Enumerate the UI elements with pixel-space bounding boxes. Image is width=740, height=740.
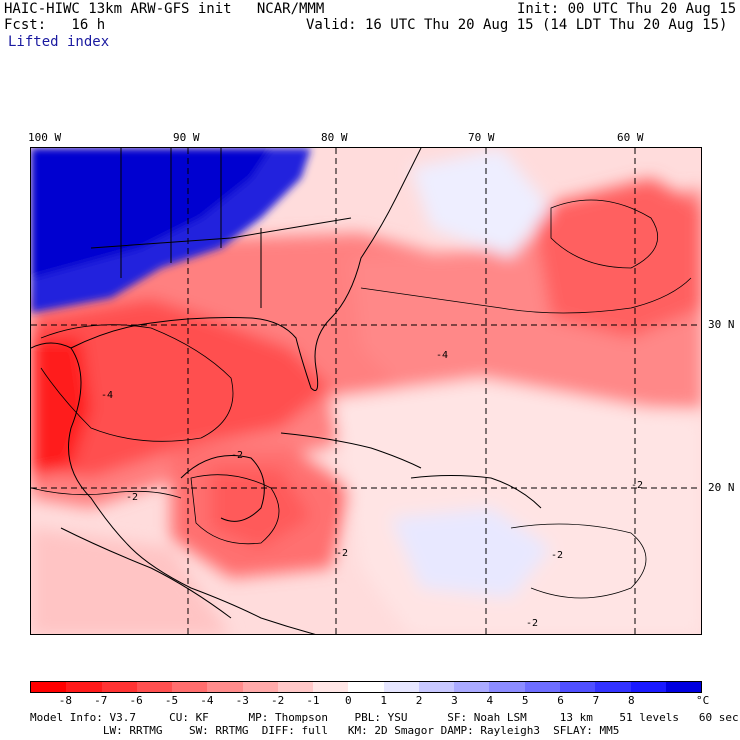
contour-label: -2 xyxy=(336,548,348,559)
color-scale-label: 7 xyxy=(592,694,600,707)
color-swatch xyxy=(630,682,666,692)
color-scale-label: 0 xyxy=(345,694,352,707)
forecast-hour: Fcst: 16 h xyxy=(4,17,106,33)
contour-label: -2 xyxy=(231,450,243,461)
color-swatch xyxy=(595,682,631,692)
model-info-line1: Model Info: V3.7 CU: KF MP: Thompson PBL… xyxy=(30,711,739,724)
offshore-stable-area xyxy=(411,148,551,258)
pacific-coast-area xyxy=(31,528,230,634)
color-swatch xyxy=(524,682,560,692)
color-swatch xyxy=(665,682,702,692)
color-scale-unit: °C xyxy=(696,694,710,707)
color-swatch xyxy=(418,682,455,692)
state-borders xyxy=(90,148,352,308)
contour-label: -2 xyxy=(526,618,538,629)
color-swatch xyxy=(66,682,102,692)
color-scale-label: 8 xyxy=(627,694,635,707)
field-name: Lifted index xyxy=(8,34,110,50)
yucatan-coast xyxy=(180,455,265,522)
contour-label: -4 xyxy=(101,390,113,401)
color-scale-label: -5 xyxy=(164,694,179,707)
us-gulf-atlantic-coast xyxy=(70,148,422,391)
color-swatch xyxy=(31,682,67,692)
contour-east-caribbean xyxy=(510,523,647,599)
color-swatch xyxy=(207,682,243,692)
contour-atlantic xyxy=(360,277,692,314)
color-swatch xyxy=(277,682,314,692)
lon-label-70w: 70 W xyxy=(468,131,495,144)
lat-label-30n: 30 N xyxy=(708,318,735,331)
lat-label-20n: 20 N xyxy=(708,481,735,494)
color-scale-label: -7 xyxy=(94,694,108,707)
color-swatch xyxy=(313,682,349,692)
contour-central-america xyxy=(190,474,280,545)
color-swatch xyxy=(242,682,278,692)
lifted-index-map: -2 -2 -2 -4 -4 -2 -2 -2 xyxy=(30,147,702,635)
lon-label-80w: 80 W xyxy=(321,131,348,144)
lon-label-100w: 100 W xyxy=(28,131,62,144)
color-scale-label: 4 xyxy=(486,694,494,707)
color-swatch xyxy=(172,682,208,692)
color-scale-label: 6 xyxy=(557,694,564,707)
color-scale-label: -6 xyxy=(129,694,143,707)
color-scale-label: -4 xyxy=(200,694,214,707)
caribbean-negative-area xyxy=(391,508,551,598)
cuba-coast xyxy=(280,432,422,469)
contours xyxy=(31,199,692,599)
color-scale-label: -8 xyxy=(58,694,72,707)
hispaniola-coast xyxy=(410,475,542,509)
graticule xyxy=(31,148,701,634)
color-scale-label: -2 xyxy=(270,694,285,707)
color-scale-label: 3 xyxy=(451,694,458,707)
caribbean-stable-area xyxy=(331,378,701,634)
coastlines xyxy=(31,148,542,634)
color-scale-label: -1 xyxy=(306,694,320,707)
valid-time: Valid: 16 UTC Thu 20 Aug 15 (14 LDT Thu … xyxy=(306,17,728,33)
contour-south xyxy=(31,487,182,499)
color-swatch xyxy=(489,682,525,692)
contour-atlantic-core xyxy=(550,199,659,269)
color-scale-label: -3 xyxy=(235,694,249,707)
mexico-coast xyxy=(31,342,316,634)
model-info-line2: LW: RRTMG SW: RRTMG DIFF: full KM: 2D Sm… xyxy=(30,724,620,737)
contour-label: -4 xyxy=(436,350,448,361)
color-swatch xyxy=(136,682,173,692)
map-canvas: -2 -2 -2 -4 -4 -2 -2 -2 xyxy=(31,148,701,634)
color-swatch xyxy=(559,682,596,692)
color-scale-label: 5 xyxy=(521,694,529,707)
texas-coast-max xyxy=(31,338,91,478)
model-title: HAIC-HIWC 13km ARW-GFS init NCAR/MMM xyxy=(4,1,325,17)
color-scale-label: 1 xyxy=(380,694,387,707)
color-swatch xyxy=(383,682,419,692)
contour-label: -2 xyxy=(631,480,643,491)
contour-minus4-gulf xyxy=(40,324,234,442)
color-scale-bar xyxy=(30,681,702,693)
lon-label-60w: 60 W xyxy=(617,131,644,144)
color-swatch xyxy=(454,682,490,692)
init-time: Init: 00 UTC Thu 20 Aug 15 xyxy=(517,1,737,17)
color-scale-label: 2 xyxy=(415,694,423,707)
contour-label: -2 xyxy=(126,492,138,503)
color-swatch xyxy=(101,682,137,692)
contour-label: -2 xyxy=(551,550,563,561)
color-swatch xyxy=(348,682,384,692)
lon-label-90w: 90 W xyxy=(173,131,200,144)
pacific-coast xyxy=(60,527,232,619)
atlantic-core-area xyxy=(531,178,701,338)
